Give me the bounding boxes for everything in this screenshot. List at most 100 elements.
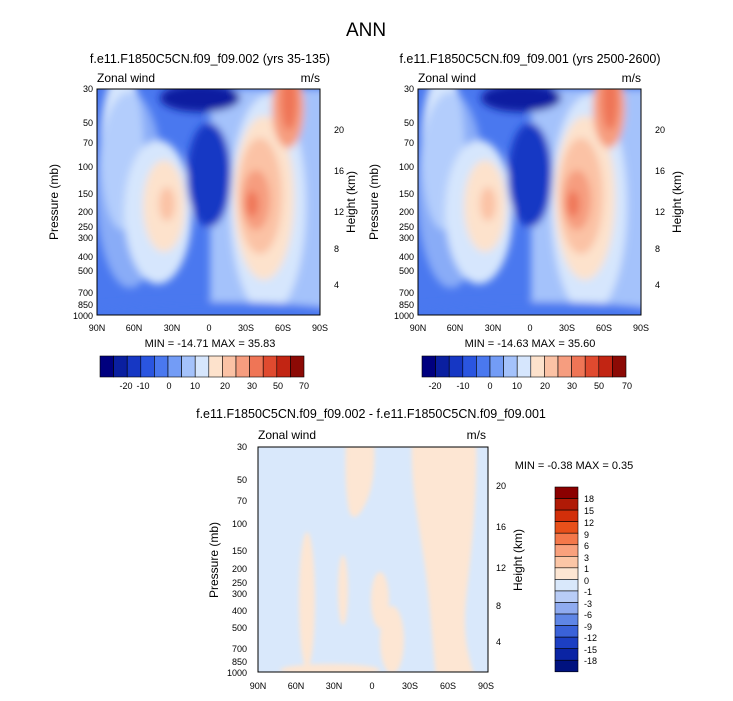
panel-3-y-tick-3: 100 [232, 519, 247, 529]
panel-2-title: f.e11.F1850C5CN.f09_f09.001 (yrs 2500-26… [399, 52, 660, 66]
panel-1-colorbar-label-5: 30 [247, 381, 257, 391]
panel-2-y-tick-3: 100 [399, 162, 414, 172]
panel-1-x-tick-2: 30N [164, 323, 181, 333]
panel-3-colorbar-swatch-11 [554, 613, 579, 626]
panel-2-colorbar [421, 355, 627, 378]
panel-2-colorbar-labels: -20 -10 0 10 20 30 50 70 [428, 381, 632, 391]
panel-1-y-tick-3: 100 [78, 162, 93, 172]
panel-1-height-axis-label: Height (km) [344, 171, 358, 233]
panel-3-colorbar-label-12: -12 [584, 633, 597, 643]
panel-1-height-tick-3: 8 [334, 244, 339, 254]
panel-1-colorbar-swatch-8 [208, 355, 223, 378]
panel-1-equatorial-core [187, 123, 231, 227]
panel-2-colorbar-swatch-3 [462, 355, 477, 378]
panel-1-colorbar-swatch-1 [113, 355, 128, 378]
panel-1-height-tick-2: 12 [334, 207, 344, 217]
panel-1-units-label: m/s [301, 71, 320, 85]
panel-1-north-jet-core [159, 187, 175, 221]
panel-2-stratospheric-jet-2 [602, 89, 618, 130]
panel-1-colorbar [99, 355, 305, 378]
panel-2-min-max: MIN = -14.63 MAX = 35.60 [465, 338, 596, 350]
panel-1-x-tick-3: 0 [206, 323, 211, 333]
panel-3: f.e11.F1850C5CN.f09_f09.002 - f.e11.F185… [196, 407, 633, 691]
panel-1-height-tick-0: 20 [334, 125, 344, 135]
panel-1-upper-easterlies [160, 89, 240, 112]
panel-3-colorbar-swatch-14 [554, 648, 579, 661]
panel-3-colorbar-swatch-0 [554, 486, 579, 499]
panel-3-positive-blob-5 [280, 664, 380, 672]
panel-3-colorbar-swatch-5 [554, 544, 579, 557]
panel-3-colorbar-swatch-4 [554, 532, 579, 546]
panel-2-y-tick-4: 150 [399, 189, 414, 199]
panel-1-y-tick-5: 200 [78, 207, 93, 217]
panel-1: f.e11.F1850C5CN.f09_f09.002 (yrs 35-135)… [47, 52, 358, 391]
panel-3-contour-field [258, 447, 488, 672]
panel-3-colorbar-swatch-1 [554, 498, 579, 511]
panel-1-variable-label: Zonal wind [97, 71, 155, 85]
panel-3-plot-frame [257, 446, 489, 673]
panel-1-title: f.e11.F1850C5CN.f09_f09.002 (yrs 35-135) [90, 52, 330, 66]
panel-2-colorbar-label-6: 50 [594, 381, 604, 391]
panel-3-colorbar-label-4: 6 [584, 541, 589, 551]
panel-3-y-tick-6: 250 [232, 578, 247, 588]
panel-2-y-tick-10: 700 [399, 288, 414, 298]
panel-2-colorbar-label-3: 10 [512, 381, 522, 391]
panel-3-colorbar-swatch-15 [554, 659, 579, 673]
panel-3-colorbar-label-9: -3 [584, 599, 592, 609]
panel-3-y-tick-1: 50 [237, 475, 247, 485]
panel-1-colorbar-label-3: 10 [190, 381, 200, 391]
panel-2-colorbar-swatch-11 [571, 355, 586, 378]
panel-2-height-tick-0: 20 [655, 125, 665, 135]
panel-3-y-tick-9: 500 [232, 623, 247, 633]
panel-1-y-tick-6: 250 [78, 222, 93, 232]
panel-2-y-tick-6: 250 [399, 222, 414, 232]
panel-1-y-tick-9: 500 [78, 266, 93, 276]
panel-2-x-tick-5: 60S [596, 323, 612, 333]
panel-2-colorbar-swatch-6 [503, 355, 518, 378]
panel-3-x-tick-4: 30S [402, 681, 418, 691]
panel-3-colorbar-swatch-7 [554, 567, 579, 580]
panel-1-colorbar-swatch-14 [290, 355, 305, 378]
panel-1-y-tick-10: 700 [78, 288, 93, 298]
panel-3-positive-region-upper [345, 447, 375, 517]
panel-1-colorbar-swatch-4 [154, 355, 169, 378]
panel-1-y-tick-labels: 30 50 70 100 150 200 250 300 400 500 700… [73, 84, 93, 321]
panel-2-colorbar-label-0: -20 [428, 381, 441, 391]
panel-2-x-tick-0: 90N [410, 323, 427, 333]
panel-3-colorbar-swatch-12 [554, 625, 579, 638]
panel-3-colorbar-swatch-8 [554, 579, 579, 592]
panel-2-colorbar-swatch-7 [516, 355, 532, 378]
panel-3-colorbar-label-8: -1 [584, 587, 592, 597]
panel-2-x-tick-6: 90S [633, 323, 649, 333]
panel-3-colorbar-label-13: -15 [584, 645, 597, 655]
panel-2-colorbar-swatch-5 [489, 355, 504, 378]
panel-2-colorbar-swatch-8 [530, 355, 545, 378]
panel-2-x-tick-1: 60N [447, 323, 464, 333]
panel-1-colorbar-label-2: 0 [166, 381, 171, 391]
panel-3-positive-blob-1 [299, 532, 315, 668]
panel-2-variable-label: Zonal wind [418, 71, 476, 85]
panel-3-colorbar-swatch-3 [554, 521, 579, 534]
panel-1-y-tick-4: 150 [78, 189, 93, 199]
panel-1-y-tick-12: 1000 [73, 311, 93, 321]
panel-3-pressure-axis-label: Pressure (mb) [207, 522, 221, 598]
page-title: ANN [346, 20, 386, 41]
panel-1-colorbar-swatch-13 [276, 355, 291, 378]
panel-3-height-tick-0: 20 [496, 481, 506, 491]
panel-3-positive-blob-4 [380, 606, 404, 672]
panel-2-colorbar-swatch-0 [421, 355, 436, 378]
panel-2: f.e11.F1850C5CN.f09_f09.001 (yrs 2500-26… [367, 52, 684, 391]
panel-3-variable-label: Zonal wind [258, 428, 316, 442]
panel-2-y-tick-9: 500 [399, 266, 414, 276]
panel-2-units-label: m/s [622, 71, 641, 85]
panel-1-x-tick-4: 30S [238, 323, 254, 333]
panel-2-x-tick-3: 0 [527, 323, 532, 333]
panel-3-colorbar-label-6: 1 [584, 564, 589, 574]
panel-1-colorbar-swatch-3 [140, 355, 155, 378]
panel-3-y-tick-5: 200 [232, 564, 247, 574]
panel-2-plot-frame [417, 88, 642, 316]
panel-2-equatorial-core [508, 123, 552, 227]
panel-2-colorbar-swatch-13 [598, 355, 613, 378]
